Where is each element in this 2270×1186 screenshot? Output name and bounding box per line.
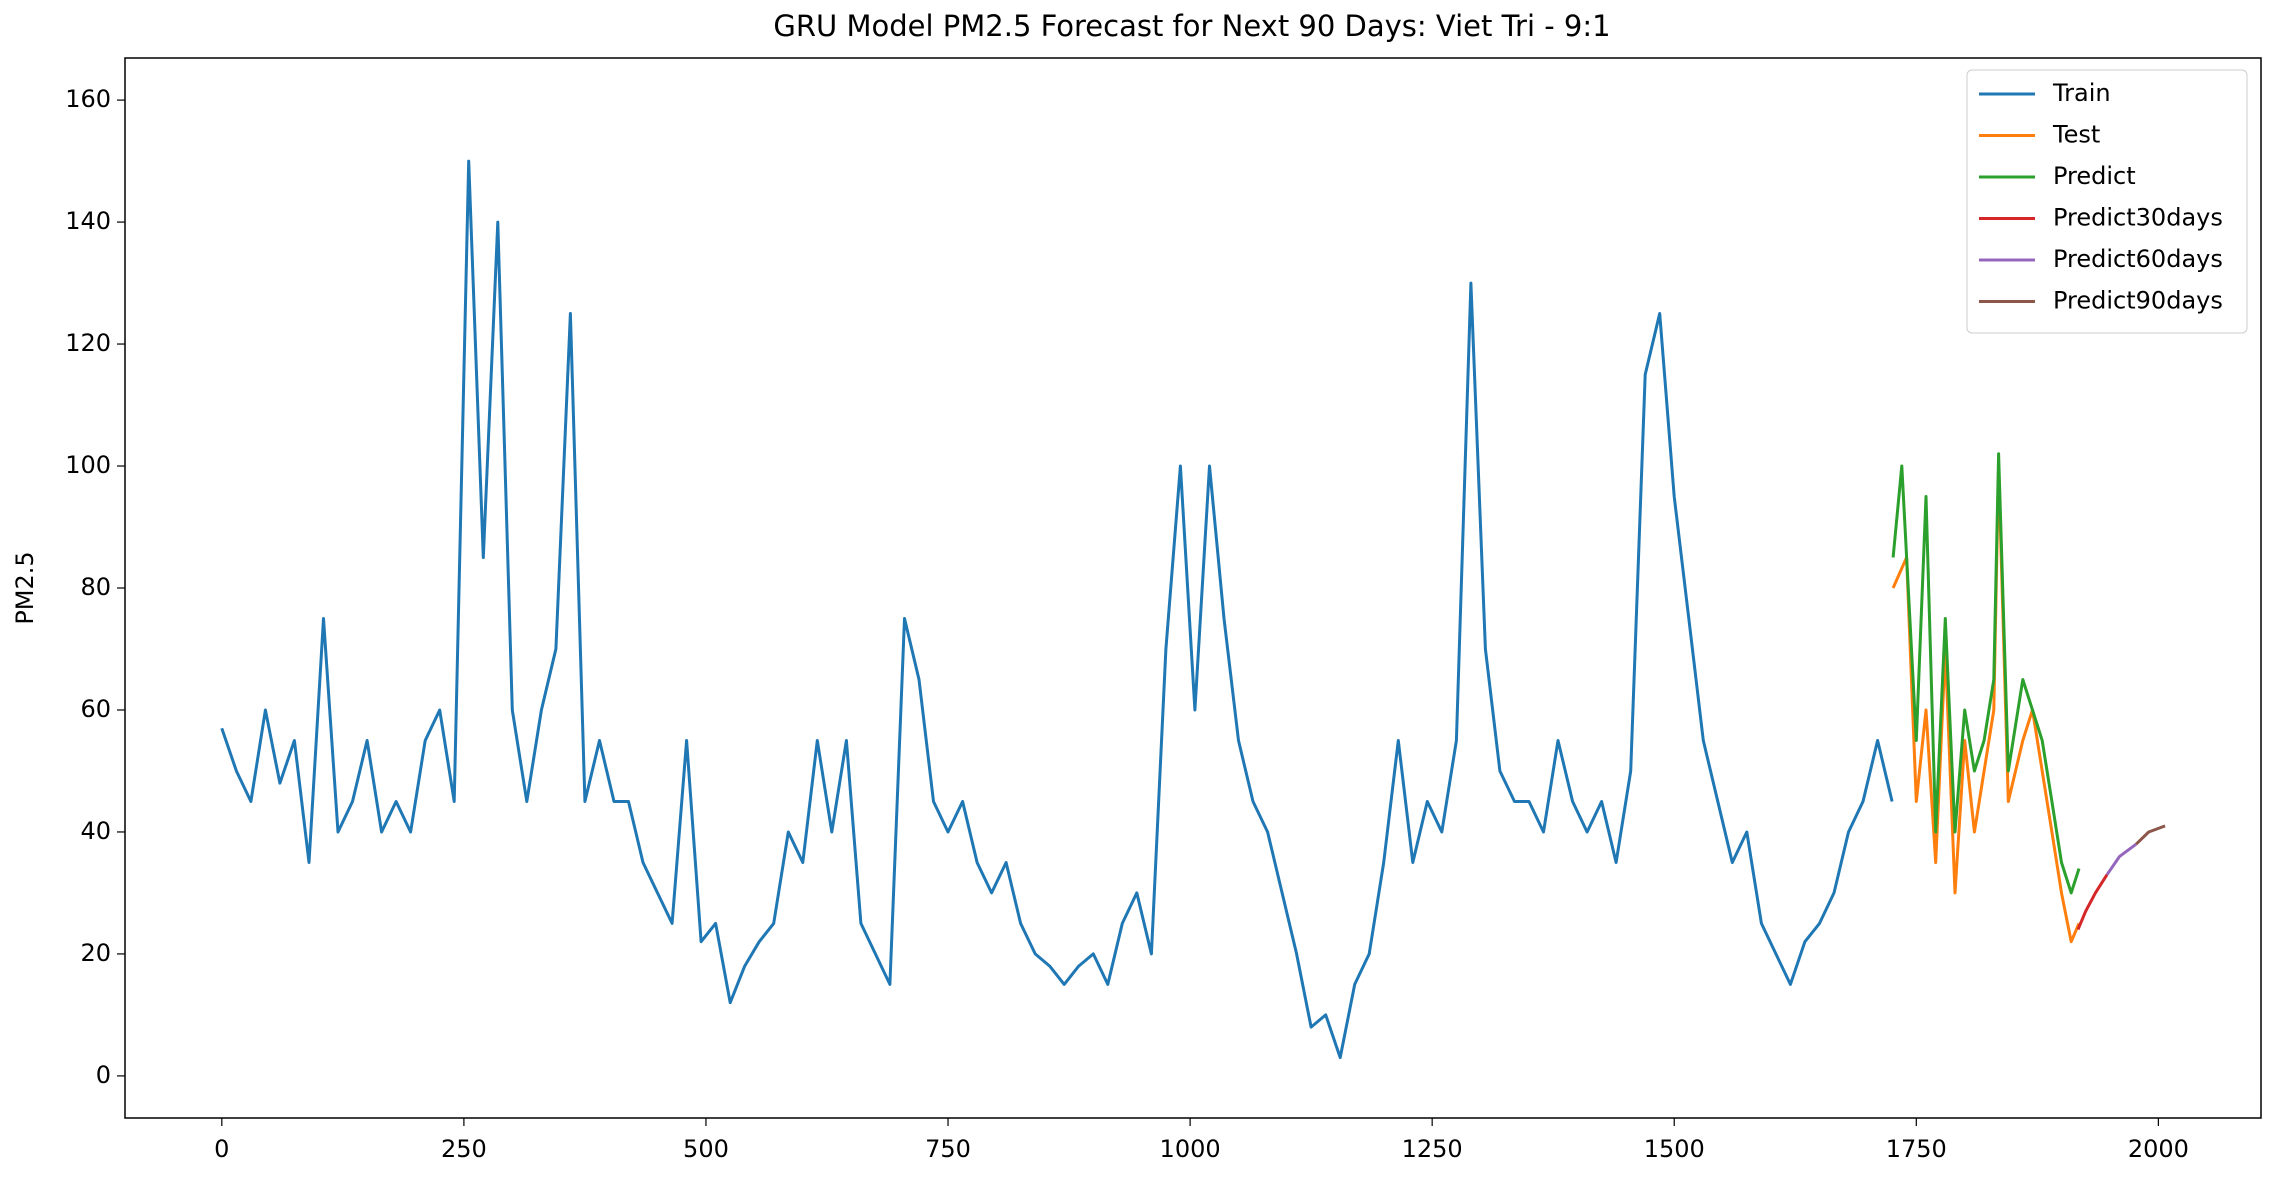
legend-label: Predict90days [2053,287,2223,315]
plot-frame [124,57,2262,1119]
legend-label: Predict30days [2053,204,2223,232]
x-tick-label: 1500 [1644,1135,1705,1163]
y-tick-label: 160 [65,85,111,113]
legend-label: Predict60days [2053,245,2223,273]
line-series [2105,842,2137,876]
legend-label: Train [2052,79,2111,107]
line-series [1891,464,2081,944]
chart-title: GRU Model PM2.5 Forecast for Next 90 Day… [773,9,1610,43]
x-tick-label: 750 [925,1135,971,1163]
line-series [2076,873,2109,931]
x-tick-label: 0 [214,1135,229,1163]
y-tick-label: 60 [80,695,111,723]
x-tick-label: 1000 [1160,1135,1221,1163]
y-tick-label: 120 [65,329,111,357]
y-tick-label: 140 [65,207,111,235]
x-tick-label: 500 [683,1135,729,1163]
x-tick-label: 1750 [1886,1135,1947,1163]
x-tick-label: 1250 [1402,1135,1463,1163]
legend-label: Test [2052,121,2100,149]
y-tick-label: 80 [80,573,111,601]
legend-label: Predict [2053,162,2136,190]
y-tick-label: 0 [96,1061,111,1089]
line-series [220,159,1894,1060]
x-tick-label: 250 [441,1135,487,1163]
y-axis-label: PM2.5 [11,551,39,624]
line-series [1891,452,2081,895]
y-tick-label: 40 [80,817,111,845]
y-tick-label: 100 [65,451,111,479]
legend-box [1966,69,2248,334]
x-tick-label: 2000 [2128,1135,2189,1163]
line-series [2135,824,2166,846]
y-tick-label: 20 [80,939,111,967]
